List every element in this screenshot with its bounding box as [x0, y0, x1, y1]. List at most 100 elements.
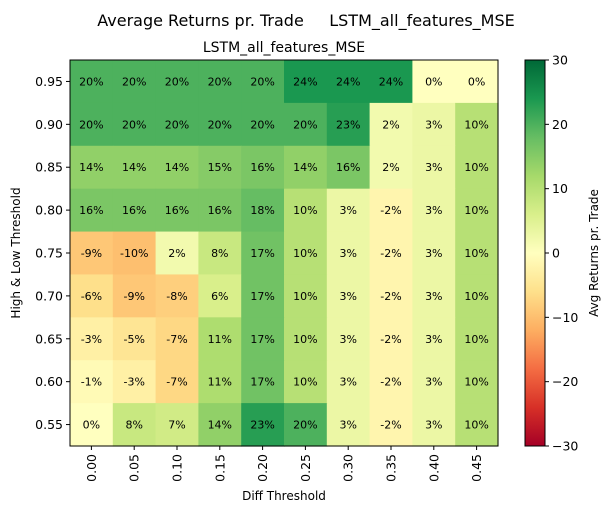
heatmap-cell-label: 3% — [339, 419, 356, 432]
heatmap-cell-label: -2% — [380, 204, 401, 217]
colorbar-tick-label: 20 — [552, 117, 568, 132]
heatmap-cell — [326, 274, 371, 318]
heatmap-cell — [284, 317, 328, 361]
heatmap-cell-label: 8% — [211, 247, 228, 260]
heatmap-cell-label: -7% — [166, 376, 187, 389]
x-tick-label: 0.45 — [469, 454, 484, 482]
heatmap-cell-label: 17% — [250, 333, 274, 346]
heatmap-cell — [455, 60, 499, 104]
heatmap-cell — [198, 145, 242, 190]
heatmap-cell-label: 10% — [464, 419, 488, 432]
heatmap-cell — [284, 360, 328, 404]
heatmap-cell-label: 3% — [425, 290, 442, 303]
heatmap-cell-label: 10% — [293, 247, 317, 260]
heatmap-cell-label: 3% — [339, 333, 356, 346]
heatmap-cell-label: 14% — [79, 161, 103, 174]
heatmap-cell-label: 3% — [425, 161, 442, 174]
colorbar-tick-label: 10 — [552, 181, 568, 196]
heatmap-cell-labels: 20% 20% 20% 20% 20% 24% 24% 24% 0% 0% 20% 20% 20% 20%… — [79, 75, 489, 431]
heatmap-cell-label: -7% — [166, 333, 187, 346]
heatmap-cell — [155, 360, 199, 404]
heatmap-cell-label: 3% — [425, 333, 442, 346]
heatmap-cell — [155, 60, 199, 104]
heatmap-cell-label: 3% — [425, 247, 442, 260]
heatmap-cell — [284, 403, 328, 447]
heatmap-cell — [241, 60, 285, 104]
x-axis-ticks: 0.00 0.05 0.10 0.15 0.20 0.25 0.30 0.35 0.40 0.45 — [84, 446, 484, 482]
heatmap-cell-label: 10% — [464, 161, 488, 174]
heatmap-cell — [112, 60, 157, 104]
x-tick-label: 0.35 — [384, 454, 399, 482]
heatmap-cell — [70, 145, 114, 190]
y-tick-label: 0.60 — [35, 374, 63, 389]
heatmap-cell-label: 3% — [339, 247, 356, 260]
heatmap-cell-label: 3% — [425, 419, 442, 432]
heatmap-cell — [369, 102, 413, 147]
heatmap-cell — [326, 360, 371, 404]
heatmap-cell — [326, 317, 371, 361]
heatmap-cell — [455, 317, 499, 361]
heatmap-cell-label: 7% — [168, 419, 185, 432]
heatmap-cell — [198, 317, 242, 361]
heatmap-cell — [369, 188, 413, 233]
heatmap-cell — [112, 231, 157, 276]
x-tick-label: 0.40 — [426, 454, 441, 482]
heatmap-cell-label: 10% — [293, 376, 317, 389]
heatmap-cell-label: 20% — [165, 118, 189, 131]
x-axis-label: Diff Threshold — [242, 489, 326, 503]
x-tick-label: 0.00 — [84, 454, 99, 482]
colorbar-label: Avg Returns pr. Trade — [587, 189, 601, 317]
heatmap-cell — [198, 274, 242, 318]
heatmap-cell — [284, 274, 328, 318]
axes-title: LSTM_all_features_MSE — [203, 40, 365, 56]
heatmap-cell — [284, 188, 328, 233]
heatmap-cell-label: 17% — [250, 290, 274, 303]
heatmap-cell — [70, 360, 114, 404]
heatmap-cell-label: -9% — [81, 247, 102, 260]
heatmap-cell-label: 10% — [293, 204, 317, 217]
heatmap-cell — [284, 145, 328, 190]
heatmap-cell-label: 3% — [425, 118, 442, 131]
heatmap-cell-label: -6% — [81, 290, 102, 303]
heatmap-cell — [112, 102, 157, 147]
heatmap-cell — [369, 145, 413, 190]
heatmap-cell — [412, 231, 456, 276]
y-tick-label: 0.90 — [35, 117, 63, 132]
heatmap-cell — [455, 360, 499, 404]
heatmap-cell — [155, 145, 199, 190]
heatmap-cell-label: 20% — [79, 118, 103, 131]
heatmap-cell-label: 20% — [79, 75, 103, 88]
heatmap-cell — [412, 403, 456, 447]
heatmap-cell-label: 10% — [464, 333, 488, 346]
y-tick-label: 0.75 — [35, 246, 63, 261]
heatmap-cell-label: 15% — [208, 161, 232, 174]
heatmap-cell-label: 16% — [122, 204, 146, 217]
heatmap-cell — [241, 274, 285, 318]
heatmap-cell — [241, 102, 285, 147]
heatmap-cell — [284, 60, 328, 104]
heatmap-cell-label: 14% — [165, 161, 189, 174]
heatmap-cell-label: 8% — [125, 419, 142, 432]
heatmap-cell — [369, 231, 413, 276]
heatmap-cell-label: 16% — [336, 161, 360, 174]
heatmap-cell-label: -9% — [123, 290, 144, 303]
heatmap-cell-label: 10% — [464, 247, 488, 260]
heatmap-cell-label: 20% — [293, 118, 317, 131]
heatmap-cell-label: 0% — [83, 419, 100, 432]
heatmap-cell-label: 20% — [250, 75, 274, 88]
colorbar-ticks: 30 20 10 0 −10 −20 −30 — [545, 53, 578, 454]
heatmap-cell — [455, 231, 499, 276]
y-tick-label: 0.85 — [35, 160, 63, 175]
y-tick-label: 0.70 — [35, 288, 63, 303]
heatmap-cell — [369, 274, 413, 318]
heatmap-cell-label: -2% — [380, 247, 401, 260]
heatmap-cell — [241, 403, 285, 447]
heatmap-cell-label: 17% — [250, 376, 274, 389]
heatmap-cell-label: 2% — [168, 247, 185, 260]
heatmap-cell — [198, 102, 242, 147]
heatmap-cell — [412, 360, 456, 404]
heatmap-cell — [455, 274, 499, 318]
heatmap-cell — [198, 231, 242, 276]
heatmap-cell-label: 24% — [336, 75, 360, 88]
